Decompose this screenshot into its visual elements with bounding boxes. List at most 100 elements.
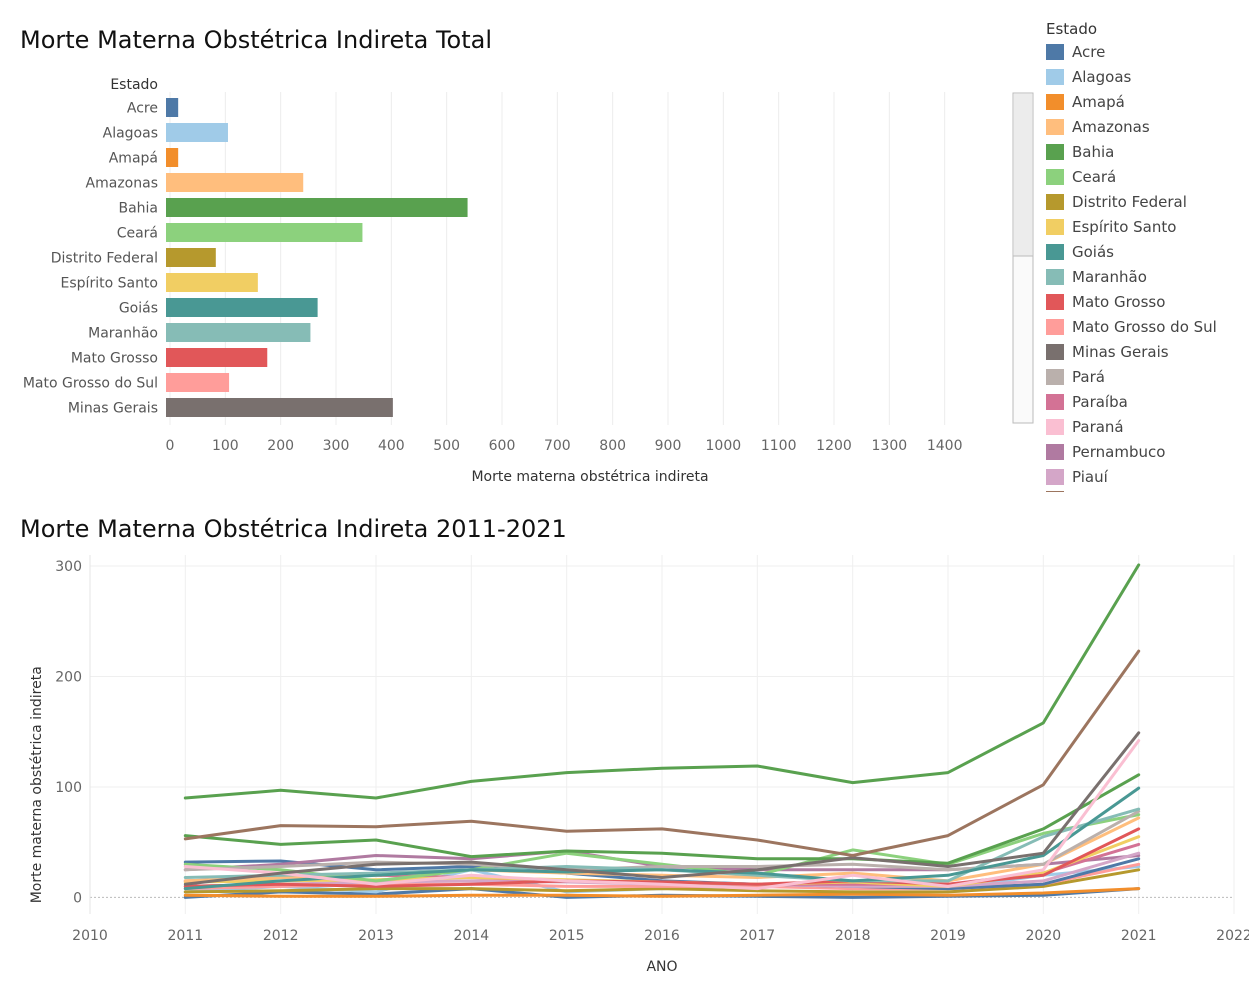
- legend-item[interactable]: Alagoas: [1046, 66, 1131, 88]
- series-line: [183, 887, 1141, 898]
- legend-item[interactable]: Pernambuco: [1046, 441, 1165, 463]
- legend-label: Maranhão: [1072, 268, 1147, 286]
- legend-swatch: [1046, 469, 1064, 485]
- legend-item[interactable]: Piauí: [1046, 466, 1108, 488]
- legend-item[interactable]: Distrito Federal: [1046, 191, 1187, 213]
- category-label: Minas Gerais: [68, 401, 158, 417]
- x-tick-label: 200: [267, 438, 294, 454]
- y-tick-label: 100: [55, 780, 82, 796]
- legend-swatch: [1046, 244, 1064, 260]
- legend-swatch: [1046, 144, 1064, 160]
- y-axis-label: Morte materna obstétrica indireta: [29, 666, 45, 903]
- x-tick-label: 2018: [835, 928, 871, 944]
- series-line: [183, 773, 1141, 865]
- bar: [166, 298, 318, 317]
- x-tick-label: 2011: [168, 928, 204, 944]
- legend-item[interactable]: Paraná: [1046, 416, 1124, 438]
- legend-item[interactable]: Espírito Santo: [1046, 216, 1176, 238]
- bar: [166, 373, 230, 392]
- bar-chart-title: Morte Materna Obstétrica Indireta Total: [20, 26, 493, 54]
- category-label: Bahia: [118, 201, 158, 217]
- x-tick-label: 2017: [740, 928, 776, 944]
- legend: Acre Alagoas Amapá Amazonas Bahia Ceará Distri…: [1046, 40, 1246, 492]
- category-label: Acre: [127, 101, 158, 117]
- series-line: [183, 563, 1141, 800]
- bar: [166, 173, 304, 192]
- legend-label: Distrito Federal: [1072, 193, 1187, 211]
- legend-label: Goiás: [1072, 243, 1114, 261]
- legend-item[interactable]: Amapá: [1046, 91, 1125, 113]
- x-tick-label: 400: [378, 438, 405, 454]
- x-tick-label: 1200: [816, 438, 852, 454]
- legend-swatch: [1046, 119, 1064, 135]
- x-tick-label: 2021: [1121, 928, 1157, 944]
- legend-item[interactable]: Mato Grosso do Sul: [1046, 316, 1217, 338]
- x-tick-label: 1300: [872, 438, 908, 454]
- x-tick-label: 2022: [1216, 928, 1249, 944]
- bar-chart: 0 100 200 300 400 500 600 700 800 900 1000 1100 1200…: [23, 77, 1034, 485]
- x-tick-label: 2019: [930, 928, 966, 944]
- x-axis-label: Morte materna obstétrica indireta: [471, 469, 708, 485]
- legend-swatch: [1046, 269, 1064, 285]
- legend-label: Piauí: [1072, 468, 1108, 486]
- category-label: Ceará: [117, 226, 158, 242]
- legend-item[interactable]: Mato Grosso: [1046, 291, 1165, 313]
- y-tick-label: 200: [55, 670, 82, 686]
- x-tick-label: 2010: [72, 928, 108, 944]
- bar: [166, 273, 258, 292]
- series-line: [183, 739, 1141, 891]
- bar: [166, 248, 216, 267]
- legend-label: Amapá: [1072, 93, 1125, 111]
- x-tick-label: 700: [544, 438, 571, 454]
- legend-item[interactable]: Goiás: [1046, 241, 1114, 263]
- legend-swatch: [1046, 219, 1064, 235]
- legend-label: Alagoas: [1072, 68, 1132, 86]
- legend-swatch: [1046, 94, 1064, 110]
- x-tick-label: 2016: [644, 928, 680, 944]
- legend-item[interactable]: Pará: [1046, 366, 1105, 388]
- category-label: Alagoas: [103, 126, 158, 142]
- legend-label: Paraná: [1072, 418, 1124, 436]
- legend-label: Minas Gerais: [1072, 343, 1169, 361]
- legend-label: Pernambuco: [1072, 443, 1166, 461]
- legend-swatch: [1046, 319, 1064, 335]
- legend-swatch: [1046, 419, 1064, 435]
- legend-item[interactable]: Minas Gerais: [1046, 341, 1169, 363]
- legend-swatch: [1046, 444, 1064, 460]
- x-tick-label: 0: [166, 438, 175, 454]
- legend-swatch: [1046, 169, 1064, 185]
- category-label: Espírito Santo: [61, 276, 158, 292]
- x-tick-label: 2013: [358, 928, 394, 944]
- legend-label: Bahia: [1072, 143, 1115, 161]
- bar: [166, 148, 179, 167]
- legend-item[interactable]: Bahia: [1046, 141, 1114, 163]
- legend-label: Amazonas: [1072, 118, 1150, 136]
- legend-item[interactable]: Amazonas: [1046, 116, 1150, 138]
- line-chart: 2010 2011 2012 2013 2014 2015 2016 2017 2018 2019…: [29, 555, 1249, 975]
- legend-swatch: [1046, 394, 1064, 410]
- x-tick-label: 1400: [927, 438, 963, 454]
- legend-item[interactable]: Paraíba: [1046, 391, 1128, 413]
- legend-swatch: [1046, 369, 1064, 385]
- y-tick-label: 0: [73, 890, 82, 906]
- legend-item[interactable]: Maranhão: [1046, 266, 1147, 288]
- category-label: Amapá: [109, 151, 158, 167]
- bar: [166, 123, 228, 142]
- x-tick-label: 300: [323, 438, 350, 454]
- legend-item[interactable]: Acre: [1046, 41, 1105, 63]
- x-tick-label: 1100: [761, 438, 797, 454]
- bar: [166, 398, 393, 417]
- category-label: Goiás: [119, 301, 158, 317]
- series-line: [183, 868, 1141, 894]
- bar: [166, 348, 268, 367]
- x-tick-label: 1000: [706, 438, 742, 454]
- scrollbar-thumb: [1014, 94, 1032, 256]
- category-label: Amazonas: [86, 176, 158, 192]
- legend-item[interactable]: Ceará: [1046, 166, 1116, 188]
- series-line: [183, 649, 1141, 857]
- line-chart-title: Morte Materna Obstétrica Indireta 2011-2…: [20, 515, 567, 543]
- bar: [166, 98, 179, 117]
- x-tick-label: 2020: [1026, 928, 1062, 944]
- x-tick-label: 2014: [454, 928, 490, 944]
- category-label: Mato Grosso: [71, 351, 158, 367]
